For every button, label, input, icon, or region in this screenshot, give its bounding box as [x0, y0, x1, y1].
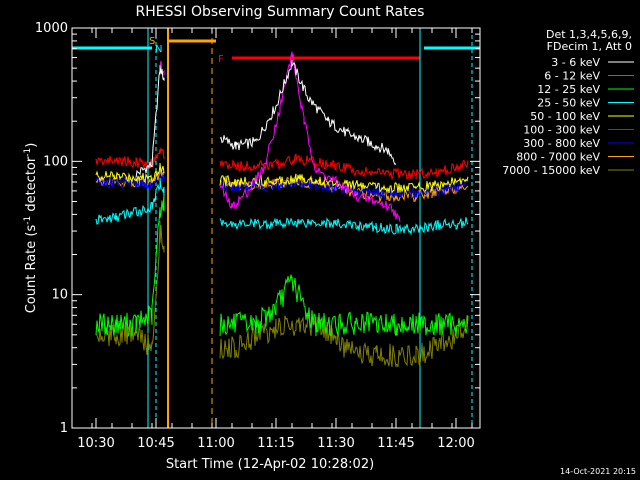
- y-axis-label-part3: ): [24, 143, 39, 148]
- x-axis-label: Start Time (12-Apr-02 10:28:02): [166, 457, 374, 472]
- legend-entry-1: 6 - 12 keV: [544, 70, 600, 83]
- x-tick-label-0: 10:30: [77, 436, 114, 451]
- legend-entry-2: 12 - 25 keV: [537, 83, 600, 96]
- series-line-4: [95, 162, 469, 194]
- y-axis-label-part2: detector: [24, 156, 39, 216]
- y-tick-label-2: 100: [43, 154, 68, 169]
- legend-entry-3: 25 - 50 keV: [537, 97, 600, 110]
- legend-entry-5: 100 - 300 keV: [523, 124, 600, 137]
- chart-title: RHESSI Observing Summary Count Rates: [136, 4, 425, 20]
- y-tick-label-0: 1: [60, 421, 68, 436]
- legend-entry-0: 3 - 6 keV: [551, 56, 600, 69]
- timestamp: 14-Oct-2021 20:15: [560, 467, 636, 476]
- y-axis-label-sup2: -1: [23, 148, 33, 157]
- legend-entry-7: 800 - 7000 keV: [516, 151, 600, 164]
- y-tick-label-1: 10: [51, 288, 68, 303]
- y-axis-label: Count Rate (s-1 detector-1): [23, 143, 39, 314]
- y-axis-label-sup1: -1: [23, 216, 33, 225]
- series-line-0: [135, 59, 397, 178]
- series-line-2: [95, 193, 469, 338]
- y-tick-label-3: 1000: [35, 21, 68, 36]
- saa-flag-label: S: [149, 36, 155, 47]
- plot-area: SN F 1 10 100 1000 10:30 10:45 11:00 11:15 11:30 11…: [35, 21, 481, 451]
- y-axis-label-part1: Count Rate (s: [24, 225, 39, 314]
- x-tick-label-2: 11:00: [197, 436, 234, 451]
- x-tick-label-1: 10:45: [137, 436, 174, 451]
- legend-header-line-1: Det 1,3,4,5,6,9,: [546, 28, 632, 41]
- series-line-3: [95, 177, 469, 236]
- x-tick-label-6: 12:00: [437, 436, 474, 451]
- legend-entry-8: 7000 - 15000 keV: [502, 164, 600, 177]
- legend-entry-4: 50 - 100 keV: [530, 110, 600, 123]
- flare-flag-label: F: [218, 54, 224, 65]
- legend-header-line-2: FDecim 1, Att 0: [547, 40, 632, 53]
- x-tick-label-3: 11:15: [257, 436, 294, 451]
- series-line-5: [95, 146, 469, 181]
- legend: Det 1,3,4,5,6,9, FDecim 1, Att 0 3 - 6 k…: [502, 28, 634, 177]
- night-flag-label: N: [155, 44, 162, 55]
- x-tick-label-5: 11:45: [377, 436, 414, 451]
- legend-entry-6: 300 - 800 keV: [523, 137, 600, 150]
- x-tick-label-4: 11:30: [317, 436, 354, 451]
- series-line-6: [95, 168, 469, 200]
